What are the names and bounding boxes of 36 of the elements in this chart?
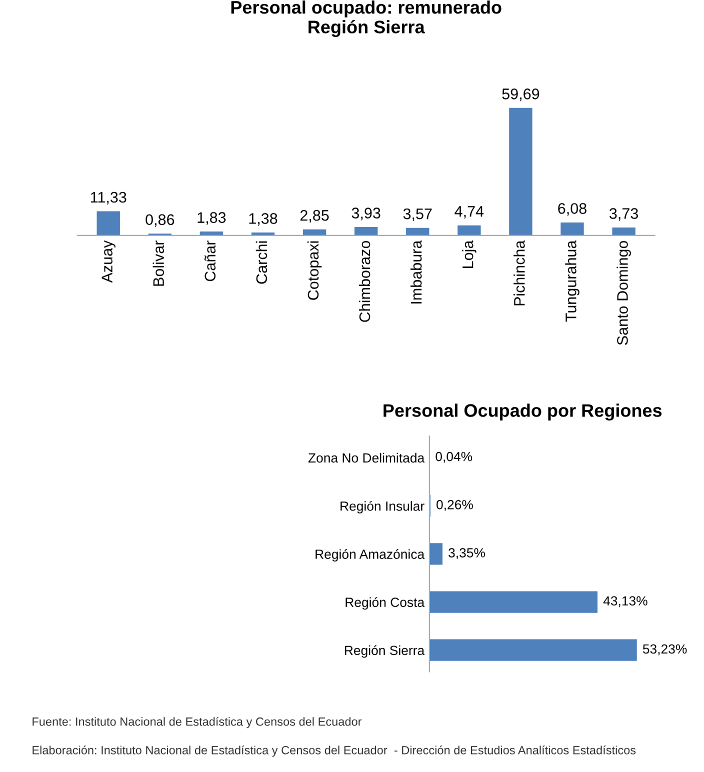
data-label: 1,38 xyxy=(249,213,278,226)
x-tick-label: Chimborazo xyxy=(358,240,370,322)
chart-title: Personal Ocupado por Regiones xyxy=(384,404,662,421)
x-tick-label: Imbabura xyxy=(410,240,422,304)
x-tick-label: Cañar xyxy=(204,240,216,282)
x-tick-label: Loja xyxy=(462,240,476,268)
x-tick-label: Carchi xyxy=(256,241,268,284)
text: Elaboración: Instituto Nacional de Estadística y Censos del Ecuador - Dirección de Estudios Analíticos Estadísticos xyxy=(32,746,636,757)
data-label: 53,23% xyxy=(642,644,687,656)
data-label: 11,33 xyxy=(90,192,126,204)
x-tick-label: Cotopaxi xyxy=(307,241,322,300)
data-label: 0,26% xyxy=(436,500,473,511)
source-note: Fuente: Instituto Nacional de Estadística y Censos del Ecuador xyxy=(32,716,362,728)
y-tick-label: Zona No Delimitada xyxy=(308,452,425,463)
data-label: 3,93 xyxy=(352,208,380,220)
chart-title: Personal ocupado: remunerado Región Sierra xyxy=(231,0,502,38)
x-tick-label: Santo Domingo xyxy=(616,240,631,345)
data-label: 3,73 xyxy=(610,208,638,221)
x-tick-label: Tungurahua xyxy=(565,240,580,322)
data-label: 0,86 xyxy=(146,214,174,227)
data-label: 3,57 xyxy=(403,208,432,222)
x-tick-label: Pichincha xyxy=(514,240,525,306)
data-label: 3,35% xyxy=(448,548,485,560)
x-tick-label: Bolivar xyxy=(152,240,164,286)
x-tick-label: Azuay xyxy=(102,240,116,283)
data-label: 1,83 xyxy=(198,212,226,225)
data-label: 59,69 xyxy=(502,88,540,102)
data-label: 0,04% xyxy=(436,452,472,463)
data-label: 43,13% xyxy=(603,596,648,608)
y-tick-label: Región Sierra xyxy=(344,645,425,658)
y-tick-label: Región Costa xyxy=(346,597,425,610)
y-tick-label: Región Insular xyxy=(340,500,424,514)
data-label: 4,74 xyxy=(454,206,484,219)
y-tick-label: Región Amazónica xyxy=(316,549,425,562)
data-label: 6,08 xyxy=(558,203,586,216)
data-label: 2,85 xyxy=(300,210,329,223)
